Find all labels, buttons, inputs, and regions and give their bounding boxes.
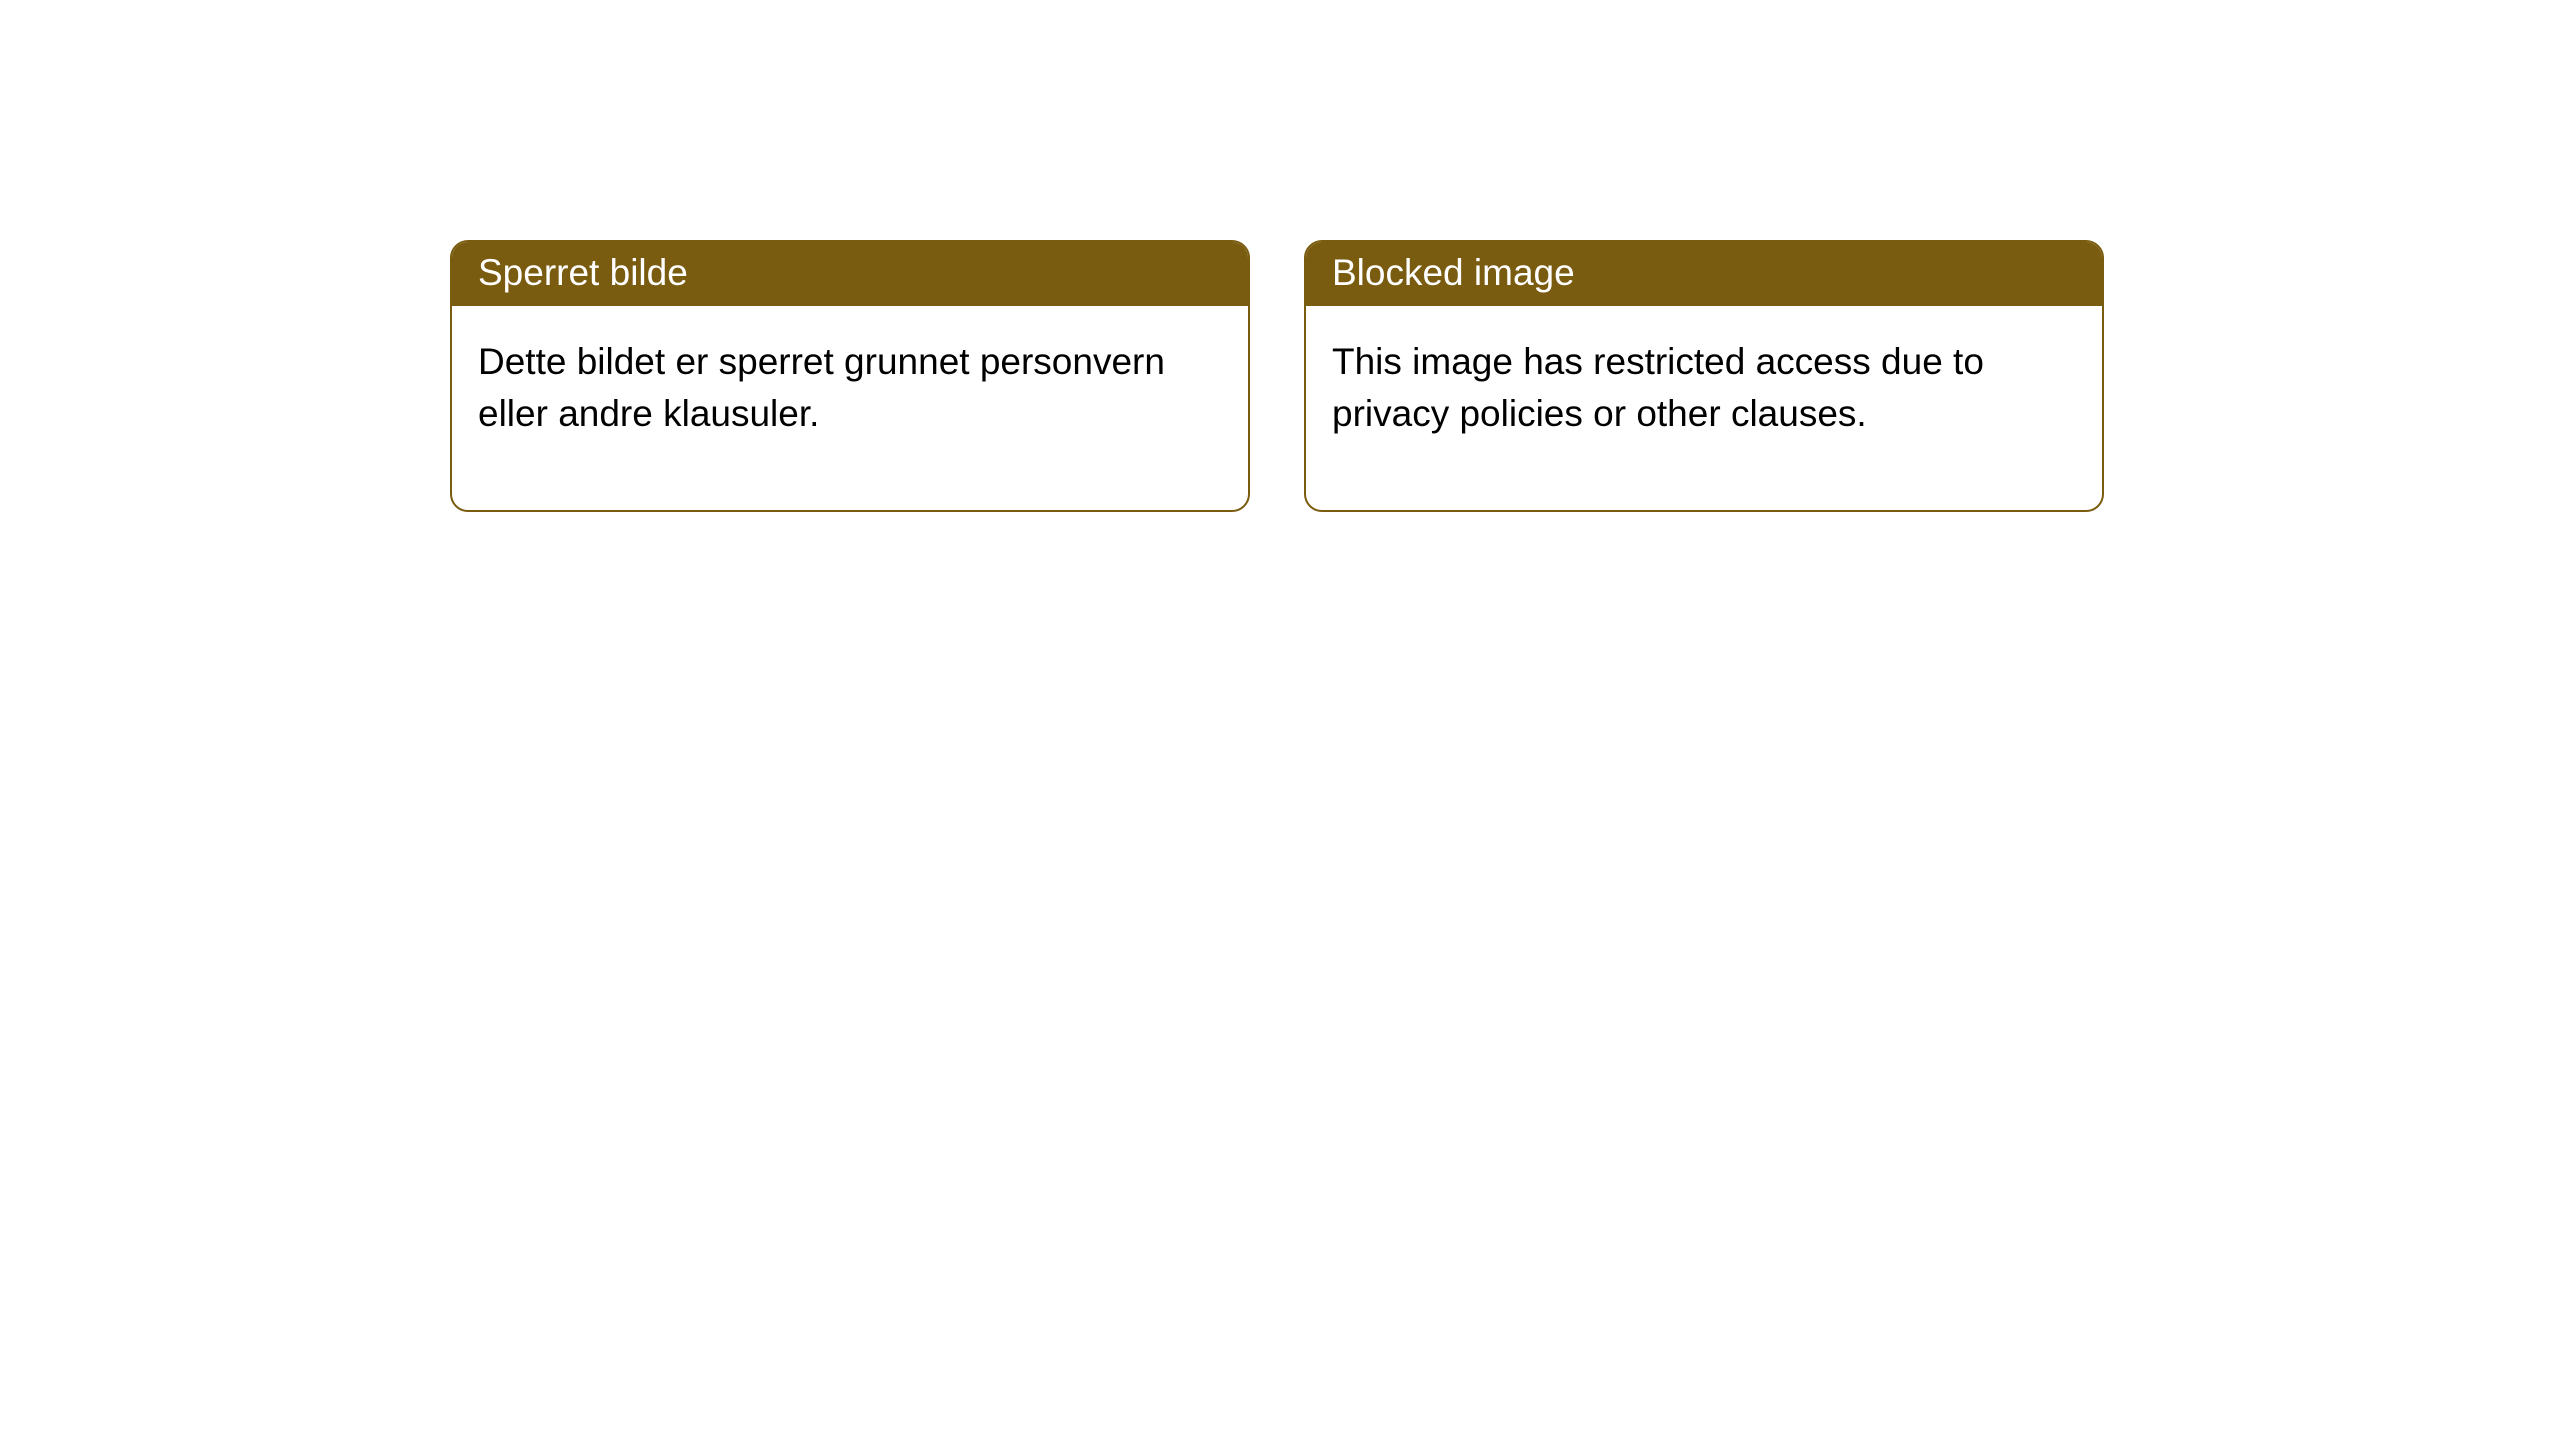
notice-body: Dette bildet er sperret grunnet personve… [452, 306, 1248, 510]
notice-body: This image has restricted access due to … [1306, 306, 2102, 510]
notice-header: Sperret bilde [452, 242, 1248, 306]
notice-card-norwegian: Sperret bilde Dette bildet er sperret gr… [450, 240, 1250, 512]
notice-card-english: Blocked image This image has restricted … [1304, 240, 2104, 512]
notice-container: Sperret bilde Dette bildet er sperret gr… [0, 0, 2560, 512]
notice-header: Blocked image [1306, 242, 2102, 306]
